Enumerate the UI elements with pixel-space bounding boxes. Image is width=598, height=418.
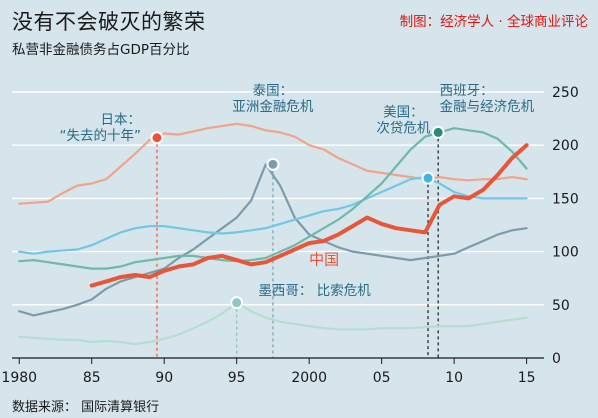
annotation-label: 日本： [101, 112, 142, 128]
event-dot [431, 125, 445, 139]
x-tick-label: 1980 [1, 370, 37, 386]
y-tick-label: 150 [552, 191, 579, 207]
annotation-label: “失去的十年” [60, 128, 142, 144]
x-tick-label: 2000 [291, 370, 327, 386]
event-dots [150, 125, 445, 310]
y-tick-label: 50 [552, 298, 570, 314]
y-tick-label: 200 [552, 138, 579, 154]
x-tick-label: 10 [445, 370, 463, 386]
annotation-label: 墨西哥： 比索危机 [258, 283, 371, 299]
event-dot [150, 131, 164, 145]
event-dot [230, 296, 244, 310]
source-note: 数据来源： 国际清算银行 [12, 400, 160, 415]
x-tick-label: 15 [518, 370, 536, 386]
annotation-label: 中国 [309, 250, 339, 268]
credit-label: 制图：经济学人 · 全球商业评论 [399, 14, 588, 30]
series-lines [18, 122, 529, 346]
axes: 0 50 100 150 200 250 1980 85 90 95 2000 05 10 15 [1, 85, 578, 386]
event-dot [266, 157, 280, 171]
annotation-label: 金融与经济危机 [440, 99, 535, 115]
chart-title: 没有不会破灭的繁荣 [12, 10, 206, 34]
x-tick-label: 90 [155, 370, 173, 386]
event-dot [421, 171, 435, 185]
annotation-label: 泰国： [253, 83, 294, 99]
chart-subtitle: 私营非金融债务占GDP百分比 [12, 42, 190, 58]
y-tick-label: 250 [552, 85, 579, 101]
y-tick-label: 100 [552, 245, 579, 261]
x-tick-label: 05 [373, 370, 391, 386]
series-line [18, 176, 528, 255]
series-line [18, 122, 528, 205]
series-line [18, 163, 528, 317]
series-line [89, 143, 529, 288]
x-tick-label: 95 [228, 370, 246, 386]
annotation-label: 西班牙： [440, 83, 494, 99]
series-line [18, 301, 528, 346]
annotation-label: 亚洲金融危机 [232, 99, 313, 115]
annotation-label: 次贷危机 [376, 120, 430, 136]
annotations: 日本：“失去的十年” 泰国：亚洲金融危机 美国：次贷危机 西班牙：金融与经济危机墨西哥… [60, 83, 535, 299]
x-tick-label: 85 [83, 370, 101, 386]
y-tick-label: 0 [552, 351, 561, 367]
annotation-label: 美国： [383, 104, 424, 120]
